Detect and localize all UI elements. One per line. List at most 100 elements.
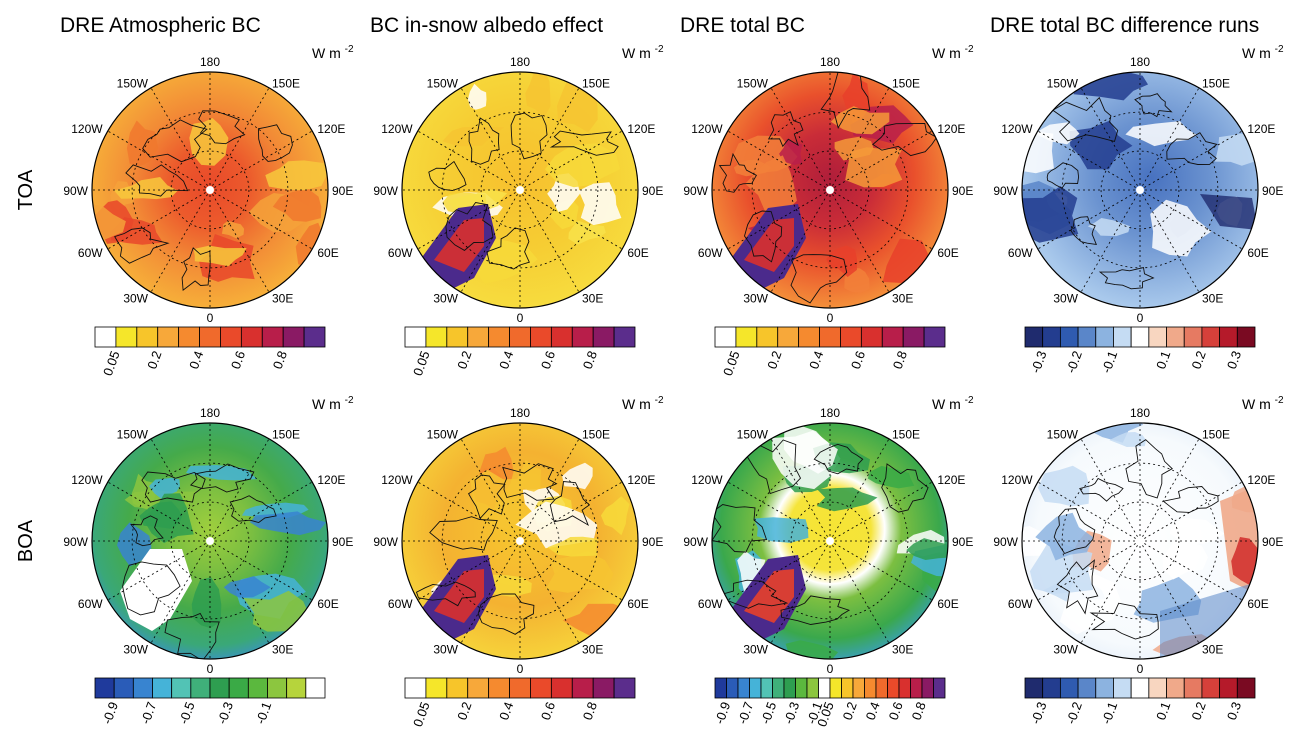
- longitude-label: 120E: [627, 473, 655, 487]
- colorbar-swatch: [282, 326, 305, 348]
- colorbar-swatch: [261, 326, 284, 348]
- colorbar-swatch: [209, 677, 230, 699]
- colorbar-swatch: [286, 677, 307, 699]
- longitude-label: 60W: [388, 246, 413, 260]
- coastline: [1125, 439, 1173, 499]
- colorbar-label: 0.05: [720, 349, 743, 378]
- longitude-label: 120W: [71, 473, 103, 487]
- colorbar: [404, 326, 636, 348]
- pole-marker: [516, 186, 524, 194]
- greenland-core: [434, 569, 484, 623]
- longitude-label: 60W: [698, 597, 723, 611]
- colorbar-swatch: [171, 677, 192, 699]
- colorbar-label: -0.1: [1099, 700, 1121, 726]
- longitude-label: 60E: [937, 597, 958, 611]
- longitude-label: 120E: [1247, 122, 1275, 136]
- coastline: [229, 495, 277, 523]
- colorbar-label: -0.1: [804, 700, 826, 726]
- longitude-label: 150W: [117, 428, 149, 442]
- latitude-circle: [1100, 150, 1180, 230]
- coastline: [1046, 162, 1080, 189]
- longitude-label: 120E: [317, 122, 345, 136]
- longitude-label: 120W: [1001, 122, 1033, 136]
- field-patch: [92, 202, 126, 241]
- longitude-label: 0: [517, 662, 524, 676]
- longitude-label: 150E: [272, 77, 300, 91]
- colorbar-swatch: [923, 326, 946, 348]
- coastline: [881, 463, 929, 513]
- colorbar-swatch: [875, 677, 888, 699]
- latitude-circle: [1061, 462, 1219, 620]
- colorbar-swatch: [760, 677, 773, 699]
- coastline: [477, 593, 535, 635]
- field-patch: [1109, 432, 1147, 447]
- field-patch: [117, 522, 152, 567]
- longitude-label: 0: [1137, 311, 1144, 325]
- colorbar-swatch: [777, 326, 800, 348]
- colorbar-label: -0.1: [1099, 349, 1121, 375]
- coastline: [780, 595, 851, 625]
- longitude-label: 180: [510, 55, 530, 69]
- colorbar-label: 0.05: [100, 349, 123, 378]
- latitude-circle: [751, 462, 909, 620]
- colorbar-swatch: [737, 677, 750, 699]
- longitude-label: 60W: [698, 246, 723, 260]
- field-patch: [442, 126, 504, 147]
- field-patch: [753, 517, 809, 543]
- longitude-label: 60E: [937, 246, 958, 260]
- pole-marker: [826, 537, 834, 545]
- longitude-label: 30E: [272, 642, 293, 656]
- coastline: [510, 112, 548, 160]
- colorbar-label: 0.2: [840, 700, 860, 722]
- field-patch: [562, 462, 593, 490]
- longitude-label: 30E: [582, 291, 603, 305]
- polar-map: [91, 71, 329, 309]
- colorbar-label: 0.4: [806, 349, 826, 371]
- colorbar-swatch: [1219, 326, 1238, 348]
- map-border: [401, 71, 639, 309]
- unit-label: W m -2: [1242, 395, 1284, 412]
- longitude-label: 90W: [63, 184, 88, 198]
- longitude-label: 90W: [993, 184, 1018, 198]
- latitude-circle: [480, 501, 560, 581]
- longitude-label: 180: [1130, 406, 1150, 420]
- colorbar-swatch: [1095, 677, 1114, 699]
- colorbar-swatch: [1024, 677, 1044, 699]
- coastline: [142, 119, 208, 163]
- colorbar-swatch: [1059, 677, 1079, 699]
- colorbar-swatch: [303, 326, 326, 348]
- colorbar-swatch: [446, 677, 469, 699]
- colorbar-label: 0.2: [764, 349, 784, 371]
- colorbar-label: -0.7: [735, 700, 757, 726]
- field-patch: [600, 496, 630, 536]
- colorbar-label: -0.7: [138, 700, 160, 726]
- longitude-label: 0: [1137, 662, 1144, 676]
- field-patch: [545, 551, 614, 593]
- field-patch: [265, 160, 327, 191]
- colorbar-swatch: [136, 326, 159, 348]
- longitude-label: 120E: [317, 473, 345, 487]
- colorbar-swatch: [1219, 677, 1238, 699]
- colorbar-swatch: [735, 326, 758, 348]
- colorbar-swatch: [404, 326, 427, 348]
- colorbar-swatch: [613, 326, 636, 348]
- longitude-label: 150W: [427, 428, 459, 442]
- field-patch: [1037, 465, 1090, 507]
- coastline: [1098, 267, 1155, 290]
- column-title: DRE Atmospheric BC: [60, 14, 261, 37]
- pole-marker: [1136, 186, 1144, 194]
- longitude-label: 180: [1130, 55, 1150, 69]
- colorbar-swatch: [1166, 677, 1185, 699]
- coastline: [198, 110, 246, 145]
- coastline: [1089, 602, 1159, 640]
- field-patch: [826, 245, 857, 277]
- field-patch: [830, 106, 890, 135]
- longitude-label: 30E: [582, 642, 603, 656]
- longitude-label: 30W: [433, 642, 458, 656]
- longitude-label: 150W: [1047, 77, 1079, 91]
- longitude-label: 30W: [123, 642, 148, 656]
- longitude-label: 150E: [272, 428, 300, 442]
- longitude-label: 120E: [937, 122, 965, 136]
- field-patch: [1087, 218, 1131, 237]
